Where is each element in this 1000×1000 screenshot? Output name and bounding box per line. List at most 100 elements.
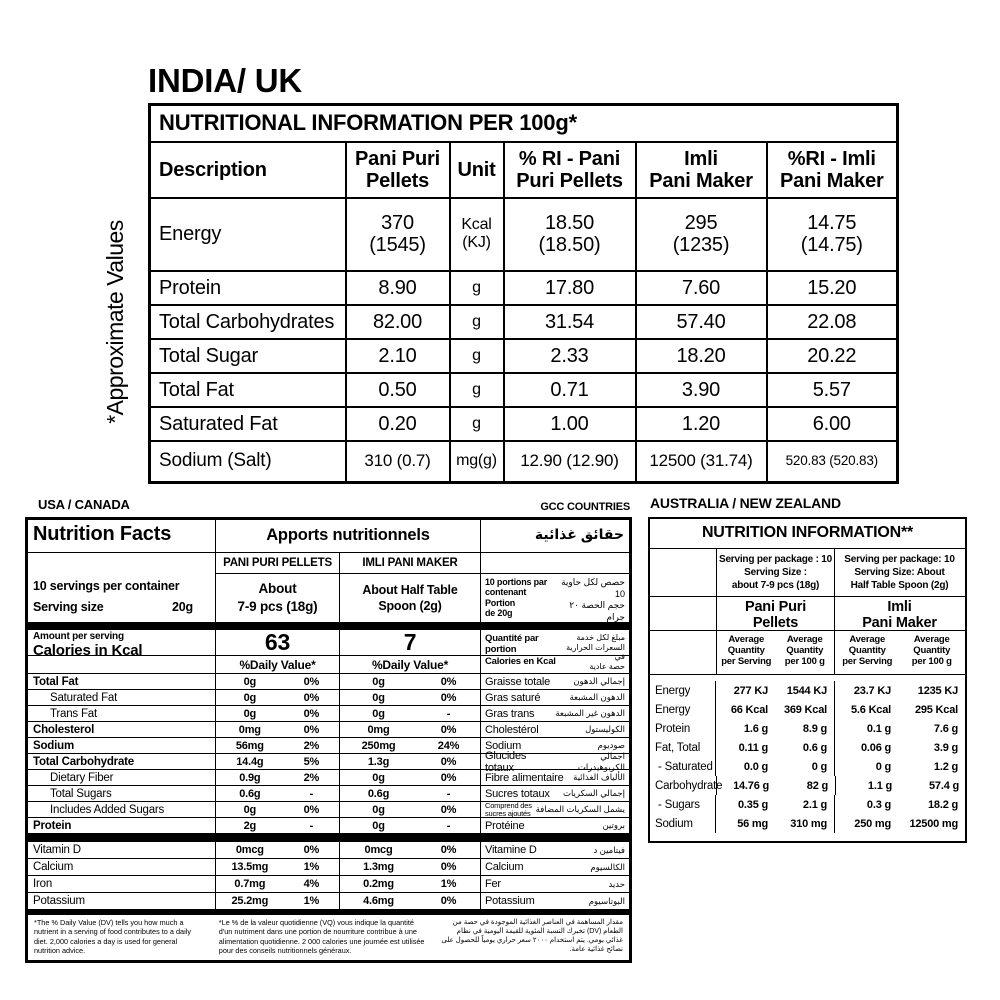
table-row: Total Sugar 2.10 g 2.33 18.20 20.22 <box>148 337 899 374</box>
nutrient-name: - Sugars <box>655 798 700 811</box>
apports-nutritionnels-title: Apports nutritionnels <box>215 520 480 552</box>
serving-gcc: 10 portions par contenant Portion de 20g… <box>480 574 629 622</box>
arabic-label: إجمالي الدهون <box>573 676 625 686</box>
india-uk-region-label: INDIA/ UK <box>148 62 303 99</box>
avg-qty-per-serving-header: Average Quantity per Serving <box>842 634 893 667</box>
gcc-labels: Protéine بروتين <box>480 818 629 833</box>
cell-ri-ppp: 31.54 <box>502 303 637 340</box>
serving-ppp: About 7-9 pcs (18g) <box>215 574 339 622</box>
cell-ri-ppp: 17.80 <box>502 269 637 306</box>
ipm-values: 0mg 0% <box>339 722 480 737</box>
amount-value: 0.9g <box>239 771 261 784</box>
table-row: - Saturated 0.0 g 0 g 0 g 1.2 g <box>650 757 965 776</box>
table-header-row: Description Pani Puri Pellets Unit % RI … <box>148 140 899 199</box>
french-label: Protéine <box>485 819 525 832</box>
french-label: Comprend des sucres ajoutés <box>485 800 532 818</box>
nutrient-data-rows: Energy 277 KJ 1544 KJ 23.7 KJ 1235 KJ En… <box>650 674 965 841</box>
french-label: Fibre alimentaire <box>485 771 564 784</box>
col-header-unit: Unit <box>448 140 505 199</box>
usa-canada-region-label: USA / CANADA <box>38 497 130 512</box>
table-row: Saturated Fat 0.20 g 1.00 1.20 6.00 <box>148 405 899 442</box>
nutrient-name: Protein <box>655 722 691 735</box>
value-per-serving: 250 mg <box>854 817 891 830</box>
amount-value: 0.6g <box>367 787 390 800</box>
value-per-100g: 369 Kcal <box>783 703 827 716</box>
value-per-serving: 0.0 g <box>743 760 768 773</box>
empty-cell <box>480 553 629 574</box>
amount-value: 0.7mg <box>234 878 266 890</box>
value-per-100g: 57.4 g <box>929 779 959 792</box>
table-row: Fat, Total 0.11 g 0.6 g 0.06 g 3.9 g <box>650 738 965 757</box>
serving-ipm: Serving per package: 10 Serving Size: Ab… <box>834 549 964 596</box>
col-header-ri-pani-puri: % RI - Pani Puri Pellets <box>502 140 637 199</box>
serving-ipm: About Half Table Spoon (2g) <box>339 574 480 622</box>
daily-value-percent: 1% <box>440 878 457 890</box>
empty-cell <box>28 656 215 673</box>
nutrient-name: Cholesterol <box>33 723 95 736</box>
ipm-values: 0.06 g 3.9 g <box>834 738 965 757</box>
gcc-labels: Gras saturé الدهون المشبعة <box>480 690 629 705</box>
ipm-values: 0.6g - <box>339 786 480 801</box>
servings-per-container: 10 servings per container <box>33 579 180 593</box>
nutrient-name: Vitamin D <box>33 844 81 856</box>
gcc-labels: Gras trans الدهون غير المشبعة <box>480 706 629 721</box>
ppp-values: 0g 0% <box>215 706 339 721</box>
value-per-100g: 82 g <box>806 779 828 792</box>
cell-ipm-value: 7.60 <box>634 269 768 306</box>
gcc-labels: Sucres totaux إجمالي السكريات <box>480 786 629 801</box>
nutrient-name: Iron <box>33 878 53 890</box>
ppp-values: 0.35 g 2.1 g <box>715 795 834 814</box>
table-row: Carbohydrate 14.76 g 82 g 1.1 g 57.4 g <box>650 776 965 795</box>
nutrient-name: Includes Added Sugars <box>50 803 165 816</box>
value-per-100g: 310 mg <box>790 817 827 830</box>
french-label: Glucides totaux <box>485 749 527 774</box>
table-row: Total Carbohydrate 14.4g 5% 1.3g 0% Gluc… <box>28 750 629 774</box>
arabic-label: فيتامين د <box>593 844 625 855</box>
ipm-values: 1.3mg 0% <box>339 859 480 875</box>
ppp-values: 0.0 g 0 g <box>715 757 834 776</box>
daily-value-percent: - <box>309 787 314 800</box>
arabic-label: يشمل السكريات المضافة <box>535 804 626 814</box>
daily-value-percent: 4% <box>303 878 320 890</box>
daily-value-percent: 0% <box>440 895 457 907</box>
gcc-labels: Calcium الكالسيوم <box>480 859 629 875</box>
table-row: Total Fat 0g 0% 0g 0% Graisse totale إجم… <box>28 673 629 689</box>
row-label: Total Sugar <box>148 337 347 374</box>
row-label: Saturated Fat <box>148 405 347 442</box>
daily-value-header-ipm: %Daily Value* <box>339 656 480 673</box>
ppp-values: 277 KJ 1544 KJ <box>715 681 834 700</box>
table-row: Total Carbohydrates 82.00 g 31.54 57.40 … <box>148 303 899 340</box>
panel-title: NUTRITION INFORMATION** <box>650 519 965 549</box>
cell-unit: g <box>448 269 505 306</box>
daily-value-percent: 0% <box>440 755 457 768</box>
amount-value: 0mcg <box>364 844 393 856</box>
amount-value: 0g <box>372 675 385 688</box>
serving-french: 10 portions par contenant Portion de 20g <box>485 577 548 619</box>
gcc-labels: Graisse totale إجمالي الدهون <box>480 674 629 689</box>
product-imli-pani-maker: IMLI PANI MAKER <box>339 553 480 574</box>
serving-row: 10 servings per container Serving size 2… <box>28 574 629 622</box>
amount-value: 2g <box>243 819 257 832</box>
cell-ipm-value: 12500 (31.74) <box>634 439 768 484</box>
amount-value: 13.5mg <box>231 861 269 873</box>
calories-ipm-value: 7 <box>339 630 480 655</box>
value-per-serving: 14.76 g <box>733 779 769 792</box>
value-per-100g: 3.9 g <box>933 741 958 754</box>
row-label: Total Carbohydrates <box>148 303 347 340</box>
arabic-label: اجمالي الكربوهيدرات <box>577 750 625 772</box>
value-per-100g: 1.2 g <box>933 760 958 773</box>
french-label: Gras trans <box>485 707 535 720</box>
serving-arabic: حصص لكل حاوية 10 حجم الحصة ٢٠ جرام <box>561 577 625 623</box>
arabic-label: الألياف الغذائية <box>573 772 625 782</box>
nutrient-name: - Saturated <box>655 760 713 773</box>
ppp-values: 56mg 2% <box>215 738 339 753</box>
value-per-serving: 23.7 KJ <box>853 684 891 697</box>
amount-value: 56mg <box>235 739 264 752</box>
cell-ri-ipm: 5.57 <box>765 371 899 408</box>
product-header-row: PANI PURI PELLETS IMLI PANI MAKER <box>28 552 629 574</box>
thick-divider-bar <box>28 909 629 915</box>
usa-canada-nutrition-panel: Nutrition Facts Apports nutritionnels حق… <box>25 517 632 963</box>
daily-value-percent: - <box>309 819 314 832</box>
calories-ppp-value: 63 <box>215 630 339 655</box>
gcc-labels: Comprend des sucres ajoutés يشمل السكريا… <box>480 800 629 818</box>
